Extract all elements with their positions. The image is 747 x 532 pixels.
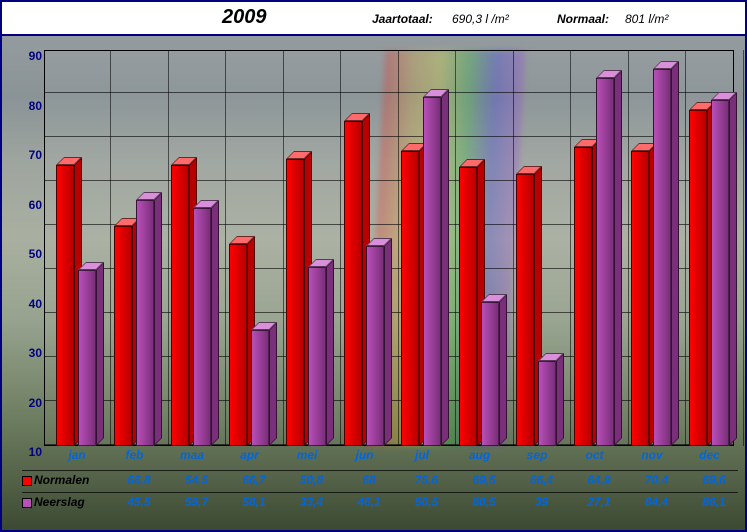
table-cell: 66,8 bbox=[111, 473, 167, 487]
table-cell: 75,6 bbox=[399, 473, 455, 487]
category-label: aug bbox=[452, 448, 508, 462]
table-cell: 84,4 bbox=[629, 495, 685, 509]
table-cell: 46,1 bbox=[341, 495, 397, 509]
bar bbox=[78, 262, 104, 446]
table-cell: 79,9 bbox=[744, 495, 747, 509]
category-label: jul bbox=[394, 448, 450, 462]
table-cell: 50,8 bbox=[284, 473, 340, 487]
y-tick-label: 80 bbox=[16, 99, 42, 113]
table-cells: 45,559,758,133,446,150,580,53927,184,486… bbox=[44, 492, 738, 514]
table-cell: 59,7 bbox=[169, 495, 225, 509]
table-cell: 86,1 bbox=[686, 495, 742, 509]
bar bbox=[653, 61, 679, 446]
bars-layer bbox=[44, 50, 734, 446]
bar bbox=[538, 353, 564, 446]
category-divider bbox=[110, 50, 111, 446]
bar bbox=[423, 89, 449, 446]
chart-frame: 2009 Jaartotaal: 690,3 l /m² Normaal: 80… bbox=[0, 0, 747, 532]
category-divider bbox=[513, 50, 514, 446]
category-label: jun bbox=[337, 448, 393, 462]
table-row: Neerslag 45,559,758,133,446,150,580,5392… bbox=[22, 492, 738, 514]
legend-swatch bbox=[22, 476, 32, 486]
category-label: mei bbox=[279, 448, 335, 462]
category-divider bbox=[225, 50, 226, 446]
bar bbox=[481, 294, 507, 446]
legend-swatch bbox=[22, 498, 32, 508]
y-tick-label: 90 bbox=[16, 49, 42, 63]
header-total-value: 690,3 l /m² bbox=[452, 12, 509, 26]
category-divider bbox=[685, 50, 686, 446]
category-label: jan bbox=[49, 448, 105, 462]
table-cell: 80,5 bbox=[456, 495, 512, 509]
bar bbox=[193, 200, 219, 446]
table-cell: 54,5 bbox=[169, 473, 225, 487]
table-cell: 33,4 bbox=[284, 495, 340, 509]
category-label: oct bbox=[567, 448, 623, 462]
category-divider bbox=[398, 50, 399, 446]
table-cell: 39 bbox=[514, 495, 570, 509]
table-cell: 69,5 bbox=[456, 473, 512, 487]
category-divider bbox=[340, 50, 341, 446]
header-normal-label: Normaal: bbox=[557, 12, 609, 26]
table-cell: 45,5 bbox=[111, 495, 167, 509]
y-tick-label: 70 bbox=[16, 148, 42, 162]
header-year: 2009 bbox=[222, 6, 267, 29]
category-divider bbox=[628, 50, 629, 446]
y-tick-label: 40 bbox=[16, 297, 42, 311]
header-bar: 2009 Jaartotaal: 690,3 l /m² Normaal: 80… bbox=[2, 2, 745, 36]
y-tick-label: 20 bbox=[16, 396, 42, 410]
category-label: maa bbox=[164, 448, 220, 462]
category-label: nov bbox=[624, 448, 680, 462]
y-tick-label: 30 bbox=[16, 346, 42, 360]
table-cell: 66,7 bbox=[226, 473, 282, 487]
table-cell: 77,9 bbox=[744, 473, 747, 487]
table-cell: 27,1 bbox=[571, 495, 627, 509]
bar bbox=[366, 238, 392, 446]
category-label: dec bbox=[682, 448, 738, 462]
table-cell: 66,4 bbox=[514, 473, 570, 487]
category-divider bbox=[283, 50, 284, 446]
table-cell: 58,1 bbox=[226, 495, 282, 509]
y-tick-label: 60 bbox=[16, 198, 42, 212]
table-cell: 64,9 bbox=[571, 473, 627, 487]
bar bbox=[251, 322, 277, 446]
y-tick-label: 10 bbox=[16, 445, 42, 459]
bar bbox=[596, 70, 622, 446]
table-cells: 66,854,566,750,86875,669,566,464,970,469… bbox=[44, 470, 738, 492]
category-divider bbox=[570, 50, 571, 446]
category-divider bbox=[168, 50, 169, 446]
table-cell: 68 bbox=[341, 473, 397, 487]
y-axis-labels: 102030405060708090 bbox=[16, 50, 42, 446]
category-divider bbox=[743, 50, 744, 446]
table-cell: 70,4 bbox=[629, 473, 685, 487]
category-divider bbox=[455, 50, 456, 446]
category-label: feb bbox=[107, 448, 163, 462]
header-total-label: Jaartotaal: bbox=[372, 12, 433, 26]
y-tick-label: 50 bbox=[16, 247, 42, 261]
header-normal-value: 801 l/m² bbox=[625, 12, 668, 26]
table-row: Normalen 66,854,566,750,86875,669,566,46… bbox=[22, 470, 738, 492]
bar bbox=[308, 259, 334, 446]
category-label: apr bbox=[222, 448, 278, 462]
table-cell: 69,6 bbox=[686, 473, 742, 487]
bar bbox=[136, 192, 162, 446]
bar bbox=[711, 92, 737, 446]
plot-area bbox=[44, 50, 734, 446]
category-label: sep bbox=[509, 448, 565, 462]
table-cell: 50,5 bbox=[399, 495, 455, 509]
data-table: Normalen 66,854,566,750,86875,669,566,46… bbox=[22, 470, 738, 514]
category-labels: janfebmaaaprmeijunjulaugsepoctnovdec bbox=[44, 448, 734, 468]
